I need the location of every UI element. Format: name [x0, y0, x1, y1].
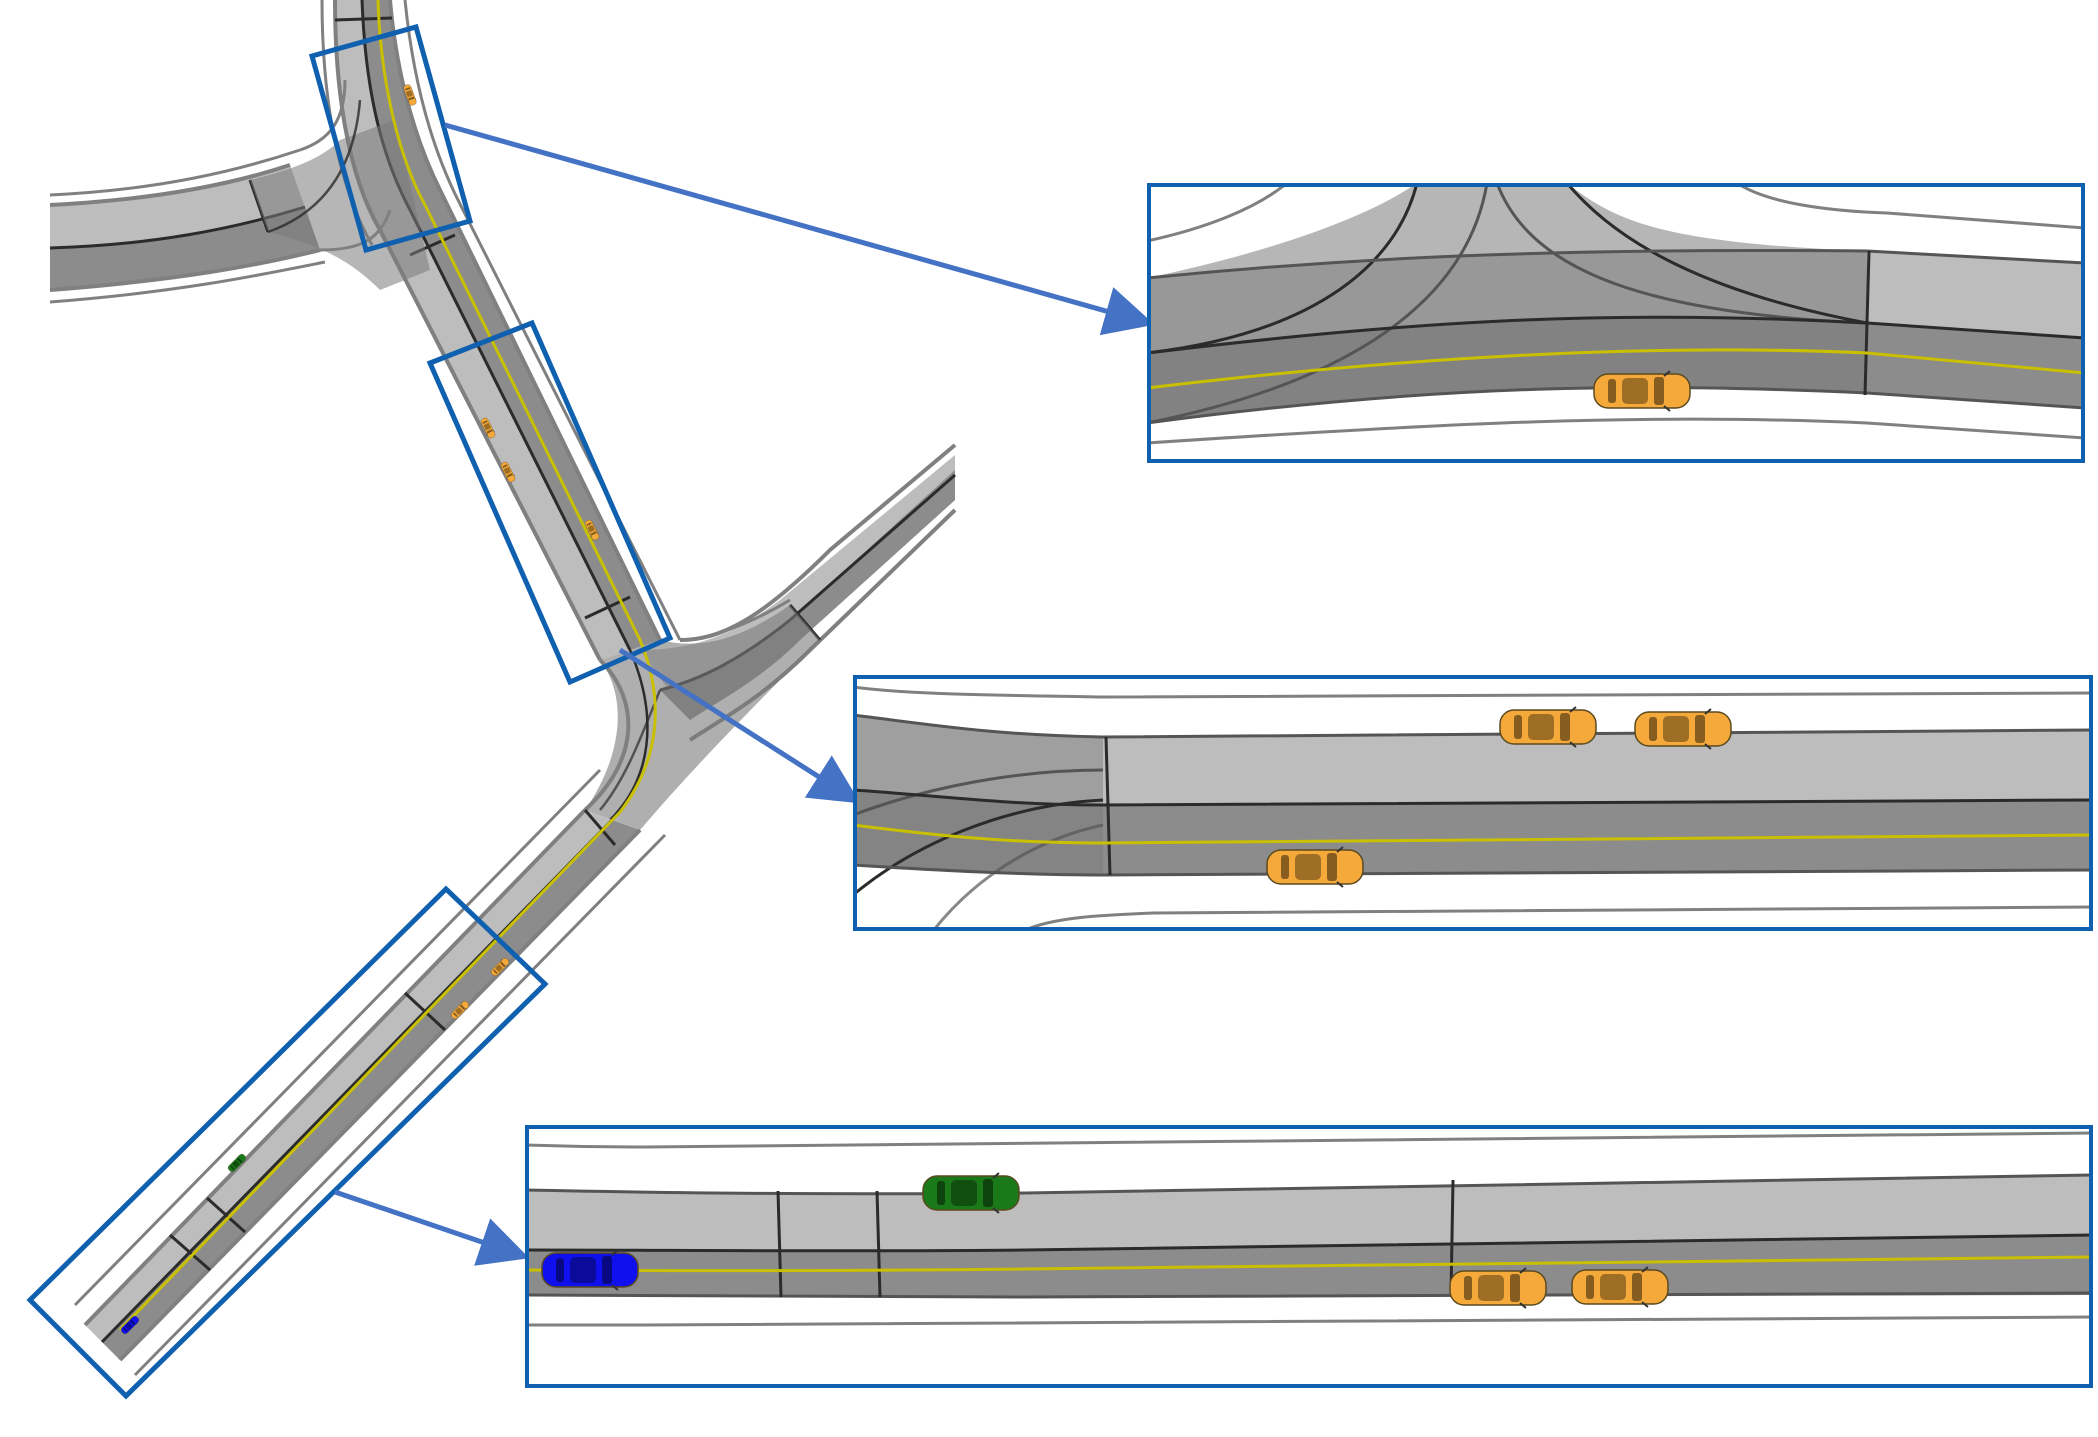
highlight-box-1 [308, 23, 474, 254]
car-top-icon [1499, 706, 1597, 748]
north-road [320, 0, 682, 661]
zoom-panel-3 [525, 1125, 2093, 1388]
car-top-icon [541, 1249, 639, 1291]
highlight-boxes [26, 23, 674, 1400]
highlight-box-2 [426, 319, 674, 686]
connector-arrow-3 [334, 1189, 530, 1266]
zoom-panel-2 [853, 675, 2093, 931]
car-top-icon [1571, 1266, 1669, 1308]
car-top-icon [1634, 708, 1732, 750]
car-top-icon [1593, 370, 1691, 412]
car-top-icon [1266, 846, 1364, 888]
reference-path [118, 0, 657, 1332]
connector-arrows [334, 122, 1155, 1266]
car-top-icon [1449, 1267, 1547, 1309]
car-top-icon [922, 1172, 1020, 1214]
zoom-panel-1 [1147, 183, 2085, 463]
connector-arrow-1 [444, 122, 1155, 336]
connector-arrow-2 [618, 647, 861, 804]
highlight-box-3 [26, 885, 549, 1400]
road-map-overview [26, 0, 1155, 1400]
